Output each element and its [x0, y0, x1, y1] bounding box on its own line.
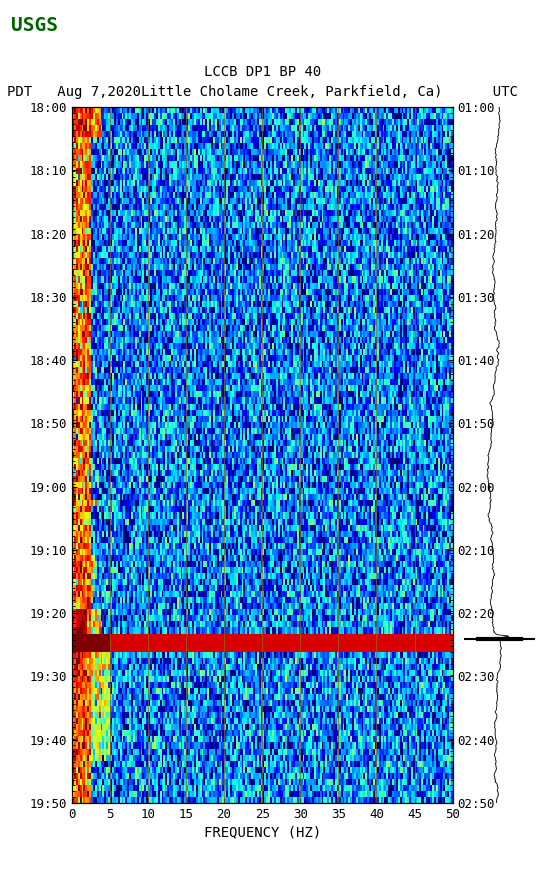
- Title: LCCB DP1 BP 40
PDT   Aug 7,2020Little Cholame Creek, Parkfield, Ca)      UTC: LCCB DP1 BP 40 PDT Aug 7,2020Little Chol…: [7, 65, 518, 99]
- X-axis label: FREQUENCY (HZ): FREQUENCY (HZ): [204, 825, 321, 838]
- Text: USGS: USGS: [11, 16, 58, 35]
